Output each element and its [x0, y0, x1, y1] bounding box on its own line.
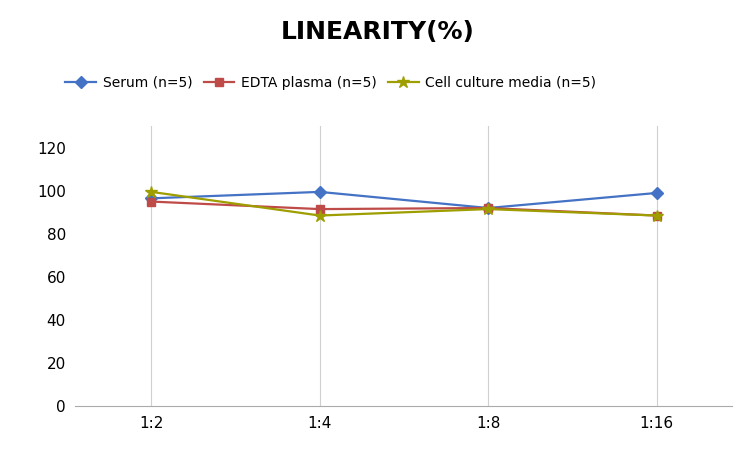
Cell culture media (n=5): [146, 189, 156, 194]
Serum (n=5): [315, 189, 324, 194]
EDTA plasma (n=5): [652, 213, 661, 218]
EDTA plasma (n=5): [484, 205, 493, 211]
Line: Serum (n=5): Serum (n=5): [147, 188, 661, 212]
Cell culture media (n=5): [484, 207, 493, 212]
Text: LINEARITY(%): LINEARITY(%): [281, 19, 474, 44]
EDTA plasma (n=5): [315, 207, 324, 212]
Legend: Serum (n=5), EDTA plasma (n=5), Cell culture media (n=5): Serum (n=5), EDTA plasma (n=5), Cell cul…: [60, 70, 602, 95]
Serum (n=5): [146, 196, 156, 201]
Line: Cell culture media (n=5): Cell culture media (n=5): [145, 186, 663, 222]
EDTA plasma (n=5): [146, 199, 156, 204]
Cell culture media (n=5): [652, 213, 661, 218]
Line: EDTA plasma (n=5): EDTA plasma (n=5): [147, 198, 661, 220]
Serum (n=5): [484, 205, 493, 211]
Serum (n=5): [652, 190, 661, 196]
Cell culture media (n=5): [315, 213, 324, 218]
